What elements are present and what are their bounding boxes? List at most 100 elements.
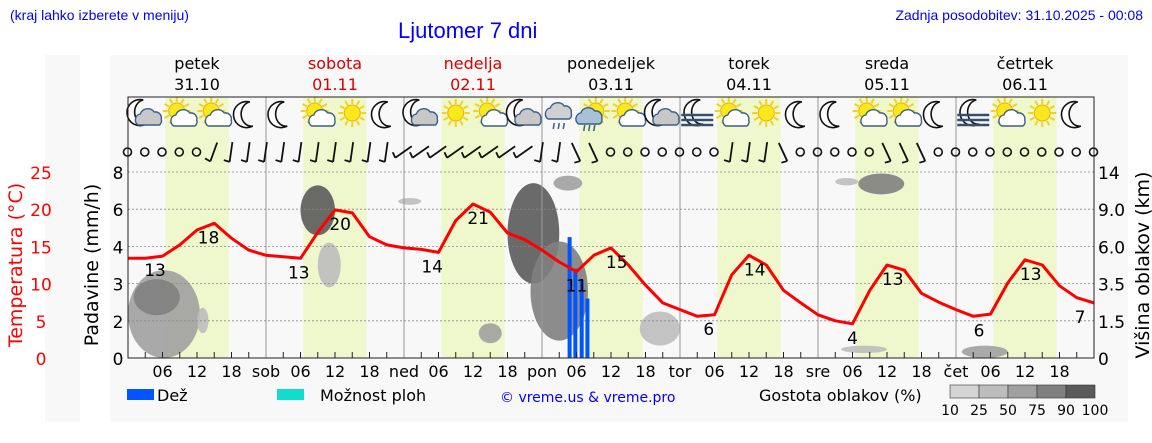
daylight-band [855,97,919,358]
wind-barb-shaft [412,145,430,159]
temperature-line [128,202,1095,326]
wind-barb-shaft [297,141,303,163]
cloud-icon [652,108,680,126]
moon-icon [922,100,944,129]
sun-ray [443,105,449,110]
sun-icon [1033,104,1051,122]
hour-tick-label: 18 [359,362,379,381]
cloud-height-tick: 1.5 [1098,313,1125,333]
wind-barb-shaft [570,142,582,162]
sun-ray [203,98,208,104]
weather-icon-sun [1028,99,1057,127]
weather-icon-sun-cloud [162,97,198,127]
hour-tick-label: 06 [842,362,862,381]
wind-barb-icon [344,141,355,163]
density-swatch [978,384,1009,399]
cloud-density-blob [841,345,887,354]
wind-barb-icon [309,141,320,163]
wind-barb-icon [777,142,789,164]
wind-calm-icon [933,147,944,157]
cloud-icon [480,109,509,127]
wind-barb-flag [591,160,598,164]
hour-tick-label: 12 [1015,362,1035,381]
day-name: torek [728,54,770,73]
sun-ray [214,98,220,104]
temperature-label: 13 [144,261,166,281]
temperature-label: 11 [566,277,588,297]
density-swatch [1036,384,1067,399]
daylight-band [993,97,1057,358]
sun-ray [218,103,224,108]
day-date: 06.11 [1002,75,1048,94]
sun-ray [854,114,860,119]
sun-ray [1034,120,1039,126]
sun-ray [459,100,464,106]
weather-icon-moon-cloud [126,98,163,127]
wind-barb-icon [391,145,413,159]
wind-barb-shaft [539,141,544,163]
sun-ray [474,114,480,119]
density-level-label: 100 [1082,403,1109,419]
day-name: sobota [308,54,362,73]
temperature-tick: 15 [30,238,52,258]
weather-icon-sun-cloud [887,97,923,127]
wind-barb-shaft [383,141,389,163]
sun-ray [322,103,328,108]
sun-ray [355,100,361,106]
temperature-label: 14 [744,260,766,280]
hour-tick-label: 06 [152,362,172,381]
wind-barb-icon [443,145,464,159]
temperature-label: 6 [974,321,985,341]
wind-calm-icon [864,147,875,157]
moon-icon [819,100,840,129]
wind-barb-icon [361,141,372,163]
wind-calm-icon [1002,147,1013,157]
temperature-tick: 25 [30,164,52,184]
temperature-tick: 5 [36,313,47,333]
day-date: 05.11 [864,75,910,94]
weather-icon-moon [819,100,840,129]
cloud-icon [575,107,603,125]
rain-bar [567,237,572,358]
wind-barb-flag [391,151,397,159]
sun-ray [1029,116,1035,121]
sun-ray [992,114,998,119]
cloud-icon [308,109,336,127]
day-name: petek [174,54,220,73]
wind-barb-shaft [349,141,355,163]
wind-barb-flag [574,160,581,164]
sun-ray [612,114,618,119]
location-hint[interactable]: (kraj lahko izberete v meniju) [10,7,189,23]
hour-tick-label: 12 [187,362,207,381]
wind-calm-icon [622,147,633,157]
legend-showers-label: Možnost ploh [320,386,426,405]
sun-ray [716,103,722,108]
sun-ray [758,100,763,106]
precipitation-tick: 3 [113,276,124,296]
wind-barb-flag [344,159,351,163]
wind-barb-icon [275,141,286,163]
cloud-height-tick: 6.0 [1098,238,1125,258]
wind-calm-icon [191,147,202,157]
temperature-label: 14 [421,257,443,277]
day-name: sreda [865,54,909,73]
wind-barb-shaft [588,142,599,162]
wind-barb-flag [426,151,431,159]
cloud-icon [410,108,439,126]
cloud-density-blob [133,279,180,316]
precipitation-tick: 2 [113,313,124,333]
weather-icon-fog-moon [681,98,714,127]
sun-ray [490,98,496,104]
weather-icon-sun-cloud [852,97,888,127]
wind-barb-flag [409,151,414,159]
sun-ray [168,98,174,104]
wind-barb-icon [723,141,734,163]
wind-barb-flag [223,159,230,163]
hour-tick-label: 18 [773,362,793,381]
wind-barb-flag [292,159,299,163]
hour-tick-label: 18 [911,362,931,381]
wind-barb-shaft [280,141,286,163]
credit-link[interactable]: © vreme.us & vreme.pro [500,390,675,406]
sun-ray [1029,105,1035,110]
